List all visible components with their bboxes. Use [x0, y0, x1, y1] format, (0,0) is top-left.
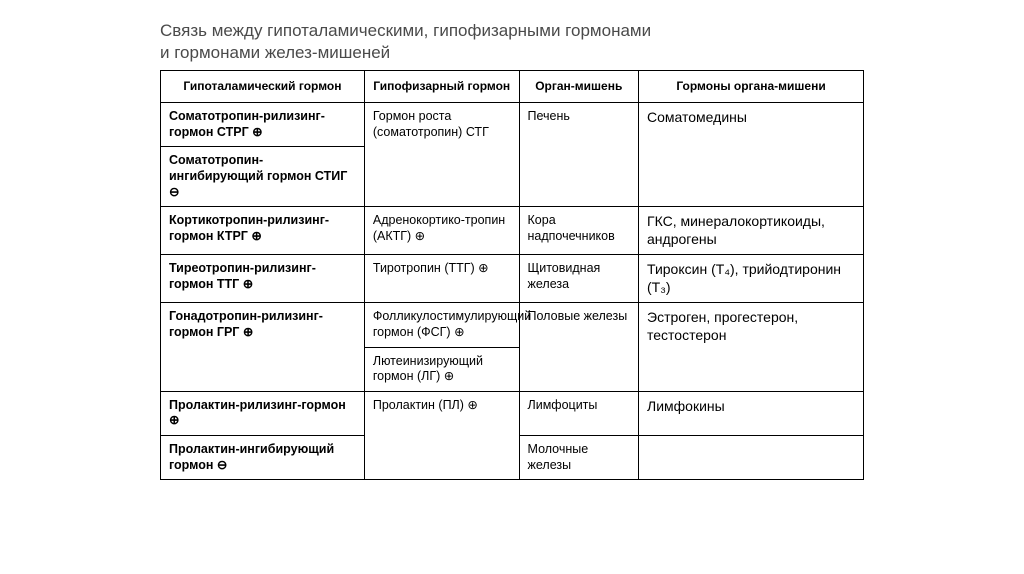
cell-hypothalamic: Соматотропин-рилизинг-гормон СТРГ ⊕: [161, 103, 365, 147]
cell-hypothalamic: Пролактин-рилизинг-гормон ⊕: [161, 391, 365, 435]
cell-target-hormone: [639, 436, 864, 480]
cell-target-organ: Щитовидная железа: [519, 255, 639, 303]
cell-hypothalamic: Гонадотропин-рилизинг-гормон ГРГ ⊕: [161, 303, 365, 392]
cell-target-organ: Половые железы: [519, 303, 639, 392]
cell-target-hormone: Лимфокины: [639, 391, 864, 435]
cell-pituitary: Фолликулостимулирующий гормон (ФСГ) ⊕: [364, 303, 519, 347]
col-header-hypothalamic: Гипоталамический гормон: [161, 71, 365, 103]
hormone-table: Гипоталамический гормон Гипофизарный гор…: [160, 70, 864, 480]
col-header-target-hormone: Гормоны органа-мишени: [639, 71, 864, 103]
table-row: Кортикотропин-рилизинг-гормон КТРГ ⊕ Адр…: [161, 207, 864, 255]
cell-target-organ: Кора надпочечников: [519, 207, 639, 255]
cell-pituitary: Гормон роста (соматотропин) СТГ: [364, 103, 519, 207]
cell-target-hormone: Соматомедины: [639, 103, 864, 207]
table-row: Соматотропин-рилизинг-гормон СТРГ ⊕ Горм…: [161, 103, 864, 147]
cell-pituitary: Лютеинизирующий гормон (ЛГ) ⊕: [364, 347, 519, 391]
cell-target-hormone: Тироксин (Т₄), трийодтиронин (Т₃): [639, 255, 864, 303]
table-row: Пролактин-рилизинг-гормон ⊕ Пролактин (П…: [161, 391, 864, 435]
cell-hypothalamic: Тиреотропин-рилизинг-гормон ТТГ ⊕: [161, 255, 365, 303]
cell-pituitary: Тиротропин (ТТГ) ⊕: [364, 255, 519, 303]
cell-target-organ: Печень: [519, 103, 639, 207]
cell-hypothalamic: Соматотропин-ингибирующий гормон СТИГ ⊖: [161, 147, 365, 207]
table-header-row: Гипоталамический гормон Гипофизарный гор…: [161, 71, 864, 103]
table-row: Тиреотропин-рилизинг-гормон ТТГ ⊕ Тиротр…: [161, 255, 864, 303]
cell-hypothalamic: Пролактин-ингибирующий гормон ⊖: [161, 436, 365, 480]
cell-pituitary: Адренокортико-тропин (АКТГ) ⊕: [364, 207, 519, 255]
title-line-2: и гормонами желез-мишеней: [160, 43, 390, 62]
cell-target-hormone: ГКС, минералокортикоиды, андрогены: [639, 207, 864, 255]
col-header-pituitary: Гипофизарный гормон: [364, 71, 519, 103]
cell-target-organ: Лимфоциты: [519, 391, 639, 435]
cell-pituitary: Пролактин (ПЛ) ⊕: [364, 391, 519, 480]
cell-hypothalamic: Кортикотропин-рилизинг-гормон КТРГ ⊕: [161, 207, 365, 255]
cell-target-hormone: Эстроген, прогестерон, тестостерон: [639, 303, 864, 392]
table-row: Гонадотропин-рилизинг-гормон ГРГ ⊕ Фолли…: [161, 303, 864, 347]
title-line-1: Связь между гипоталамическими, гипофизар…: [160, 21, 651, 40]
page-title: Связь между гипоталамическими, гипофизар…: [160, 20, 864, 64]
col-header-target-organ: Орган-мишень: [519, 71, 639, 103]
cell-target-organ: Молочные железы: [519, 436, 639, 480]
